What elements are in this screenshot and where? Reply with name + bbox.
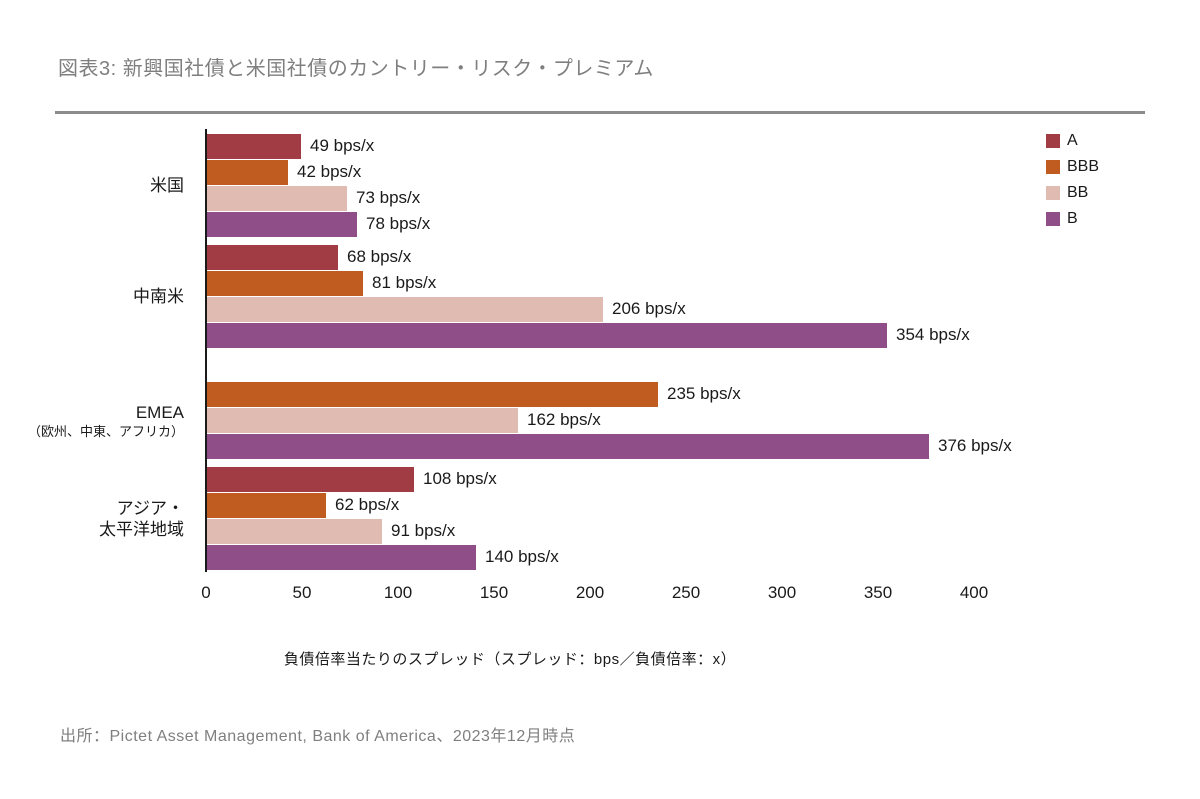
- bar-bb: [207, 186, 347, 211]
- x-axis-tick-label: 100: [383, 583, 413, 602]
- bar-value-label: 78 bps/x: [366, 214, 431, 233]
- x-axis-tick-label: 250: [671, 583, 701, 602]
- x-axis-tick-label: 350: [863, 583, 893, 602]
- title-divider: [55, 111, 1145, 114]
- bar-value-label: 49 bps/x: [310, 136, 375, 155]
- chart-title: 図表3: 新興国社債と米国社債のカントリー・リスク・プレミアム: [58, 58, 654, 80]
- legend-swatch-icon: [1046, 134, 1060, 148]
- category-label: EMEA （欧州、中東、アフリカ）: [0, 382, 190, 460]
- legend-item-bb: BB: [1046, 185, 1099, 201]
- bar-value-label: 91 bps/x: [391, 521, 456, 540]
- bar-value-label: 42 bps/x: [297, 162, 362, 181]
- y-axis-line: [205, 129, 207, 572]
- category-label: 米国: [0, 134, 190, 238]
- legend-label: BB: [1067, 184, 1089, 201]
- legend-swatch-icon: [1046, 186, 1060, 200]
- category-label-line: アジア・: [116, 498, 184, 518]
- bar-b: [207, 434, 929, 459]
- bar-b: [207, 323, 887, 348]
- bar-value-label: 206 bps/x: [612, 299, 686, 318]
- legend: A BBB BB B: [1046, 133, 1099, 237]
- bar-a: [207, 134, 301, 159]
- category-label: 中南米: [0, 245, 190, 349]
- bar-value-label: 73 bps/x: [356, 188, 421, 207]
- category-label-line: 中南米: [133, 287, 184, 307]
- legend-label: A: [1067, 132, 1078, 149]
- bar-value-label: 354 bps/x: [896, 325, 970, 344]
- category-label-line: EMEA: [135, 403, 184, 423]
- legend-swatch-icon: [1046, 212, 1060, 226]
- category-label-line: 太平洋地域: [99, 520, 184, 539]
- category-label-line: （欧州、中東、アフリカ）: [27, 423, 184, 439]
- bar-b: [207, 545, 476, 570]
- x-axis-tick-label: 150: [479, 583, 509, 602]
- bar-value-label: 62 bps/x: [335, 495, 400, 514]
- bar-bb: [207, 519, 382, 544]
- bar-bbb: [207, 160, 288, 185]
- category-label: アジア・太平洋地域: [0, 467, 190, 571]
- bar-value-label: 108 bps/x: [423, 469, 497, 488]
- legend-item-bbb: BBB: [1046, 159, 1099, 175]
- bar-value-label: 162 bps/x: [527, 410, 601, 429]
- x-axis-tick-label: 400: [959, 583, 989, 602]
- legend-label: BBB: [1067, 158, 1100, 175]
- bar-value-label: 81 bps/x: [372, 273, 437, 292]
- legend-swatch-icon: [1046, 160, 1060, 174]
- legend-item-a: A: [1046, 133, 1099, 149]
- x-axis-tick-label: 200: [575, 583, 605, 602]
- x-axis-tick-label: 300: [767, 583, 797, 602]
- bar-value-label: 68 bps/x: [347, 247, 412, 266]
- bar-a: [207, 467, 414, 492]
- source-note: 出所：Pictet Asset Management, Bank of Amer…: [60, 728, 576, 745]
- x-axis-tick-label: 0: [201, 583, 211, 602]
- category-label-line: 米国: [150, 176, 184, 196]
- bar-b: [207, 212, 357, 237]
- bar-a: [207, 245, 338, 270]
- legend-label: B: [1067, 210, 1078, 227]
- bar-bb: [207, 297, 603, 322]
- legend-item-b: B: [1046, 211, 1099, 227]
- bar-value-label: 140 bps/x: [485, 547, 559, 566]
- bar-value-label: 376 bps/x: [938, 436, 1012, 455]
- x-axis-tick-label: 50: [292, 583, 312, 602]
- bar-value-label: 235 bps/x: [667, 384, 741, 403]
- bar-bbb: [207, 382, 658, 407]
- bar-bbb: [207, 271, 363, 296]
- x-axis-label: 負債倍率当たりのスプレッド（スプレッド：bps／負債倍率：x）: [283, 651, 737, 668]
- bar-bb: [207, 408, 518, 433]
- bar-bbb: [207, 493, 326, 518]
